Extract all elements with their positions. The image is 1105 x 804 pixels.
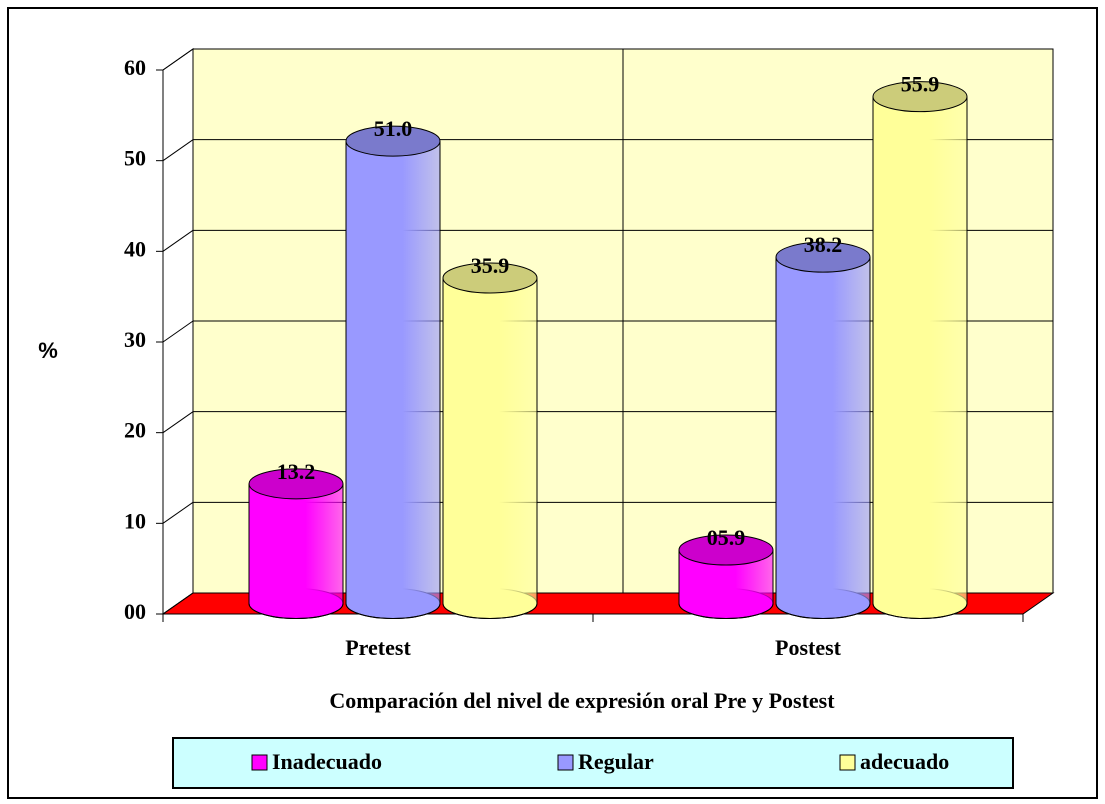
data-label: 51.0 [374,116,413,141]
cylinder-top [872,81,968,113]
legend-label: Regular [578,749,654,774]
y-tick-label: 10 [124,508,146,533]
x-tick-label: Postest [775,635,842,660]
data-label: 55.9 [901,72,940,97]
cylinder [872,81,968,619]
cylinder [678,534,774,619]
data-label: 38.2 [804,232,843,257]
cylinder [442,262,538,619]
cylinder-base-edge [248,603,344,619]
y-tick-label: 50 [124,146,146,171]
x-axis-label: Comparación del nivel de expresión oral … [329,688,835,713]
grid-line [162,320,194,343]
cylinder-base-edge [678,603,774,619]
cylinder-top [345,125,441,157]
legend-swatch [251,754,268,771]
bar [776,257,870,604]
cylinder-top [248,468,344,500]
grid-line [162,48,194,71]
y-tick-label: 60 [124,55,146,80]
cylinder-top [442,262,538,294]
bar [443,278,537,604]
grid-line [162,501,194,524]
legend-label: Inadecuado [272,749,382,774]
y-tick-label: 30 [124,327,146,352]
y-tick-label: 40 [124,236,146,261]
y-axis-label: % [38,338,58,363]
y-tick-label: 20 [124,418,146,443]
cylinder-top [678,534,774,566]
bar [873,96,967,604]
bar [249,483,343,604]
grid-line [162,229,194,252]
y-tick-label: 00 [124,599,146,624]
data-label: 35.9 [471,253,510,278]
bar [346,141,440,604]
legend-label: adecuado [860,749,949,774]
grid-line [162,139,194,162]
cylinder-base-edge [775,603,871,619]
cylinder [248,468,344,619]
cylinder [775,241,871,619]
cylinder [345,125,441,619]
cylinder-base-edge [442,603,538,619]
legend [172,737,1014,789]
data-label: 05.9 [707,525,746,550]
legend-swatch [557,754,574,771]
cylinder-base-edge [872,603,968,619]
cylinder-top [775,241,871,273]
cylinder-base-edge [345,603,441,619]
legend-swatch [839,754,856,771]
grid-line [162,411,194,434]
x-tick-label: Pretest [345,635,411,660]
data-label: 13.2 [277,459,316,484]
grid-line [162,592,194,615]
